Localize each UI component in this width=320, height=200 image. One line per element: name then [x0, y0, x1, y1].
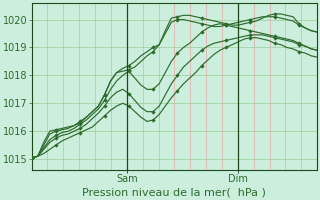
X-axis label: Pression niveau de la mer(  hPa ): Pression niveau de la mer( hPa )	[83, 187, 266, 197]
